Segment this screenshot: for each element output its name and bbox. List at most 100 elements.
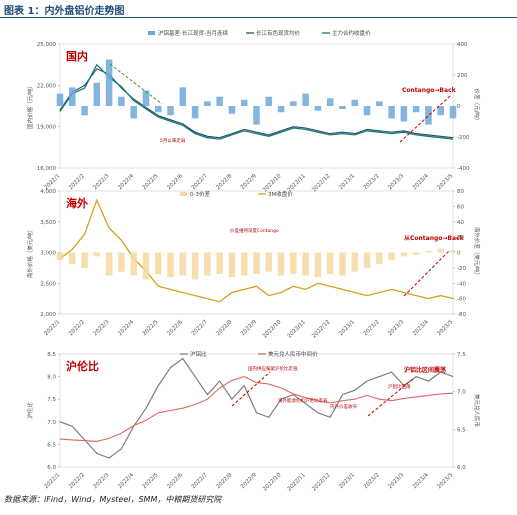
x-tick-label: 2022/9 bbox=[240, 472, 258, 490]
x-tick-label: 2023/2 bbox=[363, 173, 381, 191]
bar-domestic bbox=[253, 106, 260, 125]
left-tick-label: 22,000 bbox=[37, 83, 57, 89]
left-tick-label: 6.0 bbox=[47, 465, 56, 471]
bar-overseas bbox=[240, 252, 248, 276]
x-tick-label: 2022/12 bbox=[311, 319, 331, 339]
bar-domestic bbox=[449, 106, 457, 119]
bar-domestic bbox=[351, 99, 359, 106]
right-tick-label: 20 bbox=[457, 235, 464, 241]
x-tick-label: 2023/3 bbox=[387, 472, 405, 490]
bar-overseas bbox=[167, 252, 174, 278]
bar-overseas bbox=[204, 252, 211, 276]
legend-label: 3M收盘价 bbox=[268, 190, 293, 198]
right-tick-label: 7.5 bbox=[457, 352, 466, 358]
right-tick-label: 7.0 bbox=[457, 390, 466, 396]
x-tick-label: 2022/9 bbox=[240, 319, 258, 337]
right-tick-label: 200 bbox=[457, 73, 468, 79]
right-tick-label: 6.5 bbox=[457, 427, 466, 433]
annotation-arrow bbox=[231, 371, 271, 407]
bar-domestic bbox=[388, 106, 395, 119]
x-tick-label: 2022/7 bbox=[191, 472, 209, 490]
x-tick-label: 2022/1 bbox=[43, 472, 61, 490]
right-tick-label: 0 bbox=[457, 251, 461, 257]
y-axis-right-label: 海外价差（美元/吨） bbox=[473, 227, 481, 278]
right-tick-label: -40 bbox=[457, 281, 466, 287]
x-tick-label: 2023/3 bbox=[387, 319, 405, 337]
left-tick-label: 7.5 bbox=[47, 397, 56, 403]
bar-domestic bbox=[326, 98, 334, 106]
bar-domestic bbox=[363, 106, 371, 116]
x-tick-label: 2022/10 bbox=[262, 173, 283, 194]
x-tick-label: 2023/1 bbox=[338, 173, 356, 191]
bar-domestic bbox=[105, 59, 113, 106]
x-tick-label: 2022/10 bbox=[262, 472, 283, 493]
annotation-contango-back-domestic: Contango→Back bbox=[402, 87, 457, 94]
x-tick-label: 2022/5 bbox=[142, 173, 160, 191]
left-tick-label: 6.5 bbox=[47, 442, 56, 448]
left-tick-label: 16,000 bbox=[37, 166, 57, 172]
x-tick-label: 2023/1 bbox=[338, 472, 356, 490]
x-tick-label: 2022/5 bbox=[142, 472, 160, 490]
x-tick-label: 2022/2 bbox=[68, 319, 86, 337]
series-line-domestic-1 bbox=[59, 63, 454, 140]
bar-overseas bbox=[265, 252, 273, 272]
x-tick-label: 2022/9 bbox=[240, 173, 258, 191]
bar-overseas bbox=[302, 252, 309, 276]
bar-domestic bbox=[412, 106, 420, 113]
x-tick-label: 2023/5 bbox=[436, 319, 454, 337]
right-tick-label: -20 bbox=[457, 266, 466, 272]
annotation-arrow bbox=[399, 95, 451, 143]
bar-domestic bbox=[118, 96, 125, 106]
bar-overseas bbox=[437, 248, 444, 253]
bar-domestic bbox=[425, 106, 432, 125]
x-tick-label: 2022/4 bbox=[117, 319, 135, 337]
annotation-spread-narrow: 内外价差收窄 bbox=[330, 403, 357, 410]
bar-overseas bbox=[412, 252, 420, 255]
left-tick-label: 8.5 bbox=[47, 352, 56, 358]
x-tick-label: 2022/11 bbox=[287, 319, 307, 339]
x-tick-label: 2022/8 bbox=[215, 472, 233, 490]
bar-overseas bbox=[93, 252, 101, 257]
bar-overseas bbox=[154, 252, 162, 275]
left-tick-label: 3,000 bbox=[40, 251, 56, 257]
annotation-ratio-strong: 国内供应偏紧沪伦比走强 bbox=[248, 365, 298, 372]
x-tick-label: 2023/1 bbox=[338, 319, 356, 337]
bar-domestic bbox=[167, 106, 174, 116]
series-line-overseas-0 bbox=[59, 198, 454, 303]
bar-domestic bbox=[142, 90, 150, 106]
bar-domestic bbox=[154, 106, 162, 113]
left-tick-label: 4,000 bbox=[40, 189, 56, 195]
x-tick-label: 2022/5 bbox=[142, 319, 160, 337]
annotation-trend-line bbox=[109, 63, 163, 105]
left-tick-label: 7.0 bbox=[47, 420, 56, 426]
x-tick-label: 2022/7 bbox=[191, 173, 209, 191]
right-tick-label: 0 bbox=[457, 104, 461, 110]
right-tick-label: 400 bbox=[457, 42, 468, 48]
right-tick-label: -200 bbox=[457, 135, 470, 141]
x-tick-label: 2022/3 bbox=[93, 173, 111, 191]
annotation-arrow bbox=[367, 377, 415, 417]
bar-domestic bbox=[277, 106, 285, 113]
bar-overseas bbox=[388, 252, 395, 261]
bar-domestic bbox=[191, 106, 199, 119]
legend-swatch bbox=[180, 192, 187, 196]
bar-domestic bbox=[302, 93, 309, 106]
left-tick-label: 8.0 bbox=[47, 375, 56, 381]
bar-overseas bbox=[179, 252, 187, 276]
bar-overseas bbox=[56, 252, 64, 261]
panel-tag-overseas: 海外 bbox=[66, 196, 88, 210]
x-tick-label: 2022/7 bbox=[191, 319, 209, 337]
annotation-ratio-fall: 沪铝比回落 bbox=[388, 383, 411, 390]
annotation-ratio-weak: 海外能源危机沪伦比走弱 bbox=[278, 397, 328, 404]
annotation-contango-back-overseas: 从Contango→Back bbox=[404, 235, 465, 242]
x-tick-label: 2022/3 bbox=[93, 472, 111, 490]
bar-domestic bbox=[179, 87, 187, 106]
y-axis-left-label: 海外价格（美元/吨） bbox=[26, 227, 34, 278]
y-axis-left-label: 沪伦比 bbox=[26, 402, 34, 419]
x-tick-label: 2023/3 bbox=[387, 173, 405, 191]
bar-overseas bbox=[191, 252, 199, 280]
x-tick-label: 2022/6 bbox=[166, 319, 184, 337]
figure-source: 数据来源：iFind，Wind，Mysteel，SMM，中粮期货研究院 bbox=[4, 495, 222, 504]
x-tick-label: 2022/12 bbox=[311, 472, 331, 492]
x-tick-label: 2022/1 bbox=[43, 319, 61, 337]
